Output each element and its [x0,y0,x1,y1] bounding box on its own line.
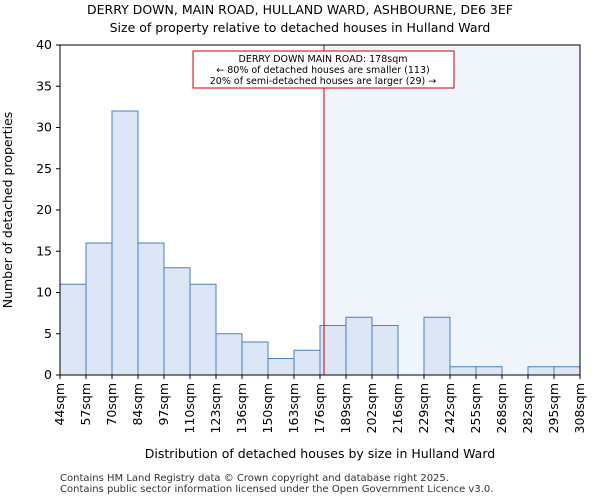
bar-202sqm [371,325,399,376]
bar-150sqm [267,358,295,376]
bar-189sqm [345,316,373,376]
annotation-line-3: 20% of semi-detached houses are larger (… [210,76,437,87]
x-tick-label: 268sqm [494,383,509,433]
x-tick-label: 255sqm [468,383,483,433]
x-tick-label: 44sqm [52,383,67,426]
y-tick-label: 10 [36,285,52,300]
y-tick-label: 0 [44,367,52,382]
y-axis-label: Number of detached properties [0,112,15,309]
y-tick-label: 5 [44,326,52,341]
annotation-box: DERRY DOWN MAIN ROAD: 178sqm ← 80% of de… [192,50,455,89]
bar-255sqm [475,366,503,376]
bar-136sqm [241,341,269,376]
y-ticks-group: 0 5 10 15 20 25 30 35 40 [36,37,60,382]
x-tick-label: 163sqm [286,383,301,433]
bar-84sqm [137,242,165,376]
bar-70sqm [111,110,139,376]
x-tick-label: 202sqm [364,383,379,433]
y-tick-label: 20 [36,202,52,217]
bar-295sqm [553,366,581,376]
bar-242sqm [449,366,477,376]
bar-97sqm [163,267,191,376]
x-tick-label: 176sqm [312,383,327,433]
x-tick-label: 84sqm [130,383,145,426]
y-tick-label: 25 [36,161,52,176]
footer-line-1: Contains HM Land Registry data © Crown c… [60,473,449,484]
x-tick-label: 70sqm [104,383,119,426]
bars-group [59,110,581,376]
x-tick-label: 189sqm [338,383,353,433]
x-tick-label: 110sqm [182,383,197,433]
x-tick-label: 295sqm [546,383,561,433]
x-tick-label: 308sqm [572,383,587,433]
x-tick-label: 282sqm [520,383,535,433]
bar-44sqm [59,283,87,376]
x-tick-label: 136sqm [234,383,249,433]
x-tick-label: 123sqm [208,383,223,433]
annotation-line-1: DERRY DOWN MAIN ROAD: 178sqm [239,54,408,65]
x-tick-label: 216sqm [390,383,405,433]
chart-title: DERRY DOWN, MAIN ROAD, HULLAND WARD, ASH… [87,2,513,17]
bar-123sqm [215,333,243,376]
bar-57sqm [85,242,113,376]
y-tick-label: 15 [36,243,52,258]
y-tick-label: 30 [36,120,52,135]
chart-subtitle: Size of property relative to detached ho… [110,20,491,35]
bar-282sqm [527,366,555,376]
y-tick-label: 35 [36,78,52,93]
bar-163sqm [293,349,321,376]
x-ticks-group: 44sqm 57sqm 70sqm 84sqm 97sqm 110sqm 123sqm 136… [52,375,587,433]
bar-110sqm [189,283,217,376]
bar-229sqm [423,316,451,376]
x-tick-label: 57sqm [78,383,93,426]
annotation-line-2: ← 80% of detached houses are smaller (11… [216,65,429,76]
y-tick-label: 40 [36,37,52,52]
x-tick-label: 150sqm [260,383,275,433]
footer-line-2: Contains public sector information licen… [60,484,494,495]
x-tick-label: 97sqm [156,383,171,426]
x-tick-label: 229sqm [416,383,431,433]
x-tick-label: 242sqm [442,383,457,433]
x-axis-label: Distribution of detached houses by size … [145,446,495,461]
